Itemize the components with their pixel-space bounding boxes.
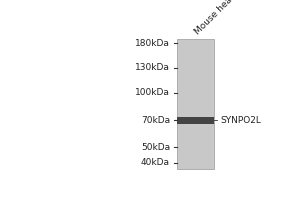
Text: SYNPO2L: SYNPO2L	[220, 116, 261, 125]
Bar	[177, 39, 214, 169]
Text: 180kDa: 180kDa	[135, 39, 170, 48]
Text: 130kDa: 130kDa	[135, 63, 170, 72]
Bar	[177, 117, 214, 124]
Text: 100kDa: 100kDa	[135, 88, 170, 97]
Text: Mouse heart: Mouse heart	[193, 0, 239, 36]
Text: 50kDa: 50kDa	[141, 143, 170, 152]
Text: 70kDa: 70kDa	[141, 116, 170, 125]
Text: 40kDa: 40kDa	[141, 158, 170, 167]
